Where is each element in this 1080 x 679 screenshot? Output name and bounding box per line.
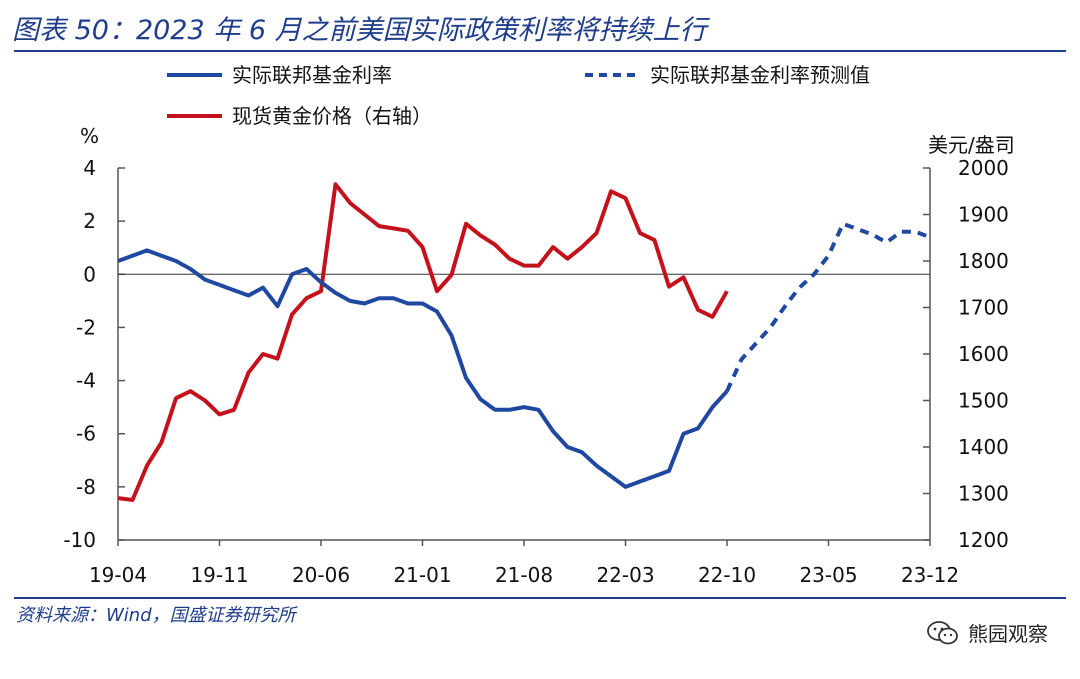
x-axis-tick-label: 21-08 — [495, 563, 553, 587]
x-axis-tick-label: 19-11 — [190, 563, 248, 587]
x-axis-tick-label: 20-06 — [292, 563, 350, 587]
x-axis-tick-label: 22-03 — [596, 563, 654, 587]
left-axis-tick-label: -2 — [76, 315, 96, 339]
left-axis-unit: % — [80, 124, 99, 148]
series-line-real-fed-rate-forecast — [725, 221, 931, 393]
right-axis-unit: 美元/盎司 — [928, 133, 1015, 157]
right-axis-tick-label: 1700 — [958, 296, 1009, 320]
series-line-real-fed-rate — [117, 248, 729, 489]
right-axis-tick-label: 1900 — [958, 203, 1009, 227]
watermark-text: 熊园观察 — [968, 622, 1048, 646]
left-axis-tick-label: -8 — [76, 475, 96, 499]
left-axis-tick-label: 4 — [83, 156, 96, 180]
x-axis-tick-label: 23-12 — [901, 563, 959, 587]
left-axis-tick-label: -4 — [76, 369, 96, 393]
x-axis-tick-label: 19-04 — [89, 563, 147, 587]
right-axis-ticks: 2000 1900 1800 1700 1600 1500 1400 1300 1200 — [923, 156, 1009, 552]
chart-title: 图表 50：2023 年 6 月之前美国实际政策利率将持续上行 — [12, 15, 707, 46]
line-chart: 实际联邦基金利率 实际联邦基金利率预测值 现货黄金价格（右轴） % 美元/盎司 … — [63, 63, 1015, 587]
right-axis-tick-label: 1200 — [958, 528, 1009, 552]
left-axis-tick-label: -10 — [63, 528, 96, 552]
legend-label-real-fed-rate[interactable]: 实际联邦基金利率 — [232, 63, 392, 87]
right-axis-tick-label: 2000 — [958, 156, 1009, 180]
source-note: 资料来源：Wind，国盛证券研究所 — [16, 605, 296, 626]
left-axis-tick-label: 2 — [83, 209, 96, 233]
left-axis-tick-label: -6 — [76, 422, 96, 446]
left-axis-tick-label: 0 — [83, 262, 96, 286]
x-axis-tick-label: 22-10 — [698, 563, 756, 587]
series-line-gold-price — [117, 182, 729, 502]
legend-label-real-fed-rate-forecast[interactable]: 实际联邦基金利率预测值 — [650, 63, 870, 87]
bottom-rule — [14, 597, 1066, 599]
right-axis-tick-label: 1600 — [958, 342, 1009, 366]
x-axis-ticks: 19-04 19-11 20-06 21-01 21-08 22-03 22-10 23-05… — [89, 540, 959, 587]
right-axis-tick-label: 1500 — [958, 389, 1009, 413]
left-axis-ticks: 4 2 0 -2 -4 -6 -8 -10 — [63, 156, 125, 552]
right-axis-tick-label: 1800 — [958, 249, 1009, 273]
watermark: 熊园观察 — [926, 618, 1048, 647]
wechat-icon — [927, 620, 958, 644]
x-axis-tick-label: 21-01 — [393, 563, 451, 587]
title-rule — [14, 50, 1066, 52]
legend-label-gold-price[interactable]: 现货黄金价格（右轴） — [232, 104, 432, 128]
right-axis-tick-label: 1400 — [958, 435, 1009, 459]
right-axis-tick-label: 1300 — [958, 482, 1009, 506]
x-axis-tick-label: 23-05 — [799, 563, 857, 587]
